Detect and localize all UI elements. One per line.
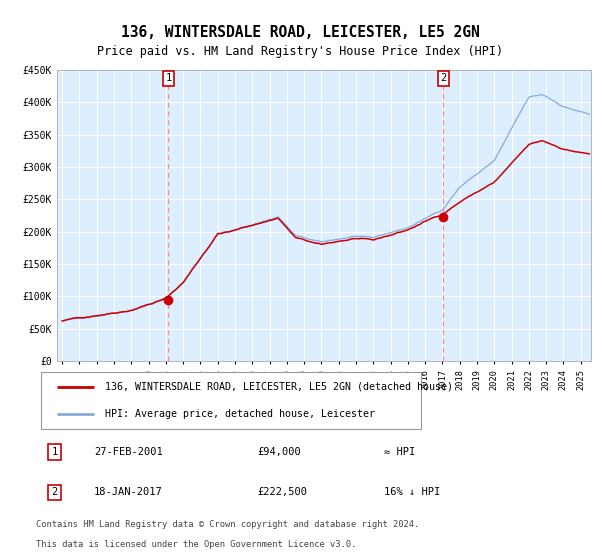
Text: This data is licensed under the Open Government Licence v3.0.: This data is licensed under the Open Gov… bbox=[36, 540, 356, 549]
Text: 16% ↓ HPI: 16% ↓ HPI bbox=[385, 487, 441, 497]
Text: 2: 2 bbox=[440, 73, 446, 83]
Text: 27-FEB-2001: 27-FEB-2001 bbox=[94, 447, 163, 457]
Text: HPI: Average price, detached house, Leicester: HPI: Average price, detached house, Leic… bbox=[104, 409, 374, 419]
Text: ≈ HPI: ≈ HPI bbox=[385, 447, 416, 457]
Text: £94,000: £94,000 bbox=[258, 447, 302, 457]
Text: 2: 2 bbox=[52, 487, 58, 497]
Text: 18-JAN-2017: 18-JAN-2017 bbox=[94, 487, 163, 497]
FancyBboxPatch shape bbox=[41, 372, 421, 429]
Text: £222,500: £222,500 bbox=[258, 487, 308, 497]
Text: 1: 1 bbox=[52, 447, 58, 457]
Text: Contains HM Land Registry data © Crown copyright and database right 2024.: Contains HM Land Registry data © Crown c… bbox=[36, 520, 419, 529]
Text: 1: 1 bbox=[166, 73, 172, 83]
Text: 136, WINTERSDALE ROAD, LEICESTER, LE5 2GN: 136, WINTERSDALE ROAD, LEICESTER, LE5 2G… bbox=[121, 25, 479, 40]
Text: 136, WINTERSDALE ROAD, LEICESTER, LE5 2GN (detached house): 136, WINTERSDALE ROAD, LEICESTER, LE5 2G… bbox=[104, 382, 452, 392]
Text: Price paid vs. HM Land Registry's House Price Index (HPI): Price paid vs. HM Land Registry's House … bbox=[97, 45, 503, 58]
